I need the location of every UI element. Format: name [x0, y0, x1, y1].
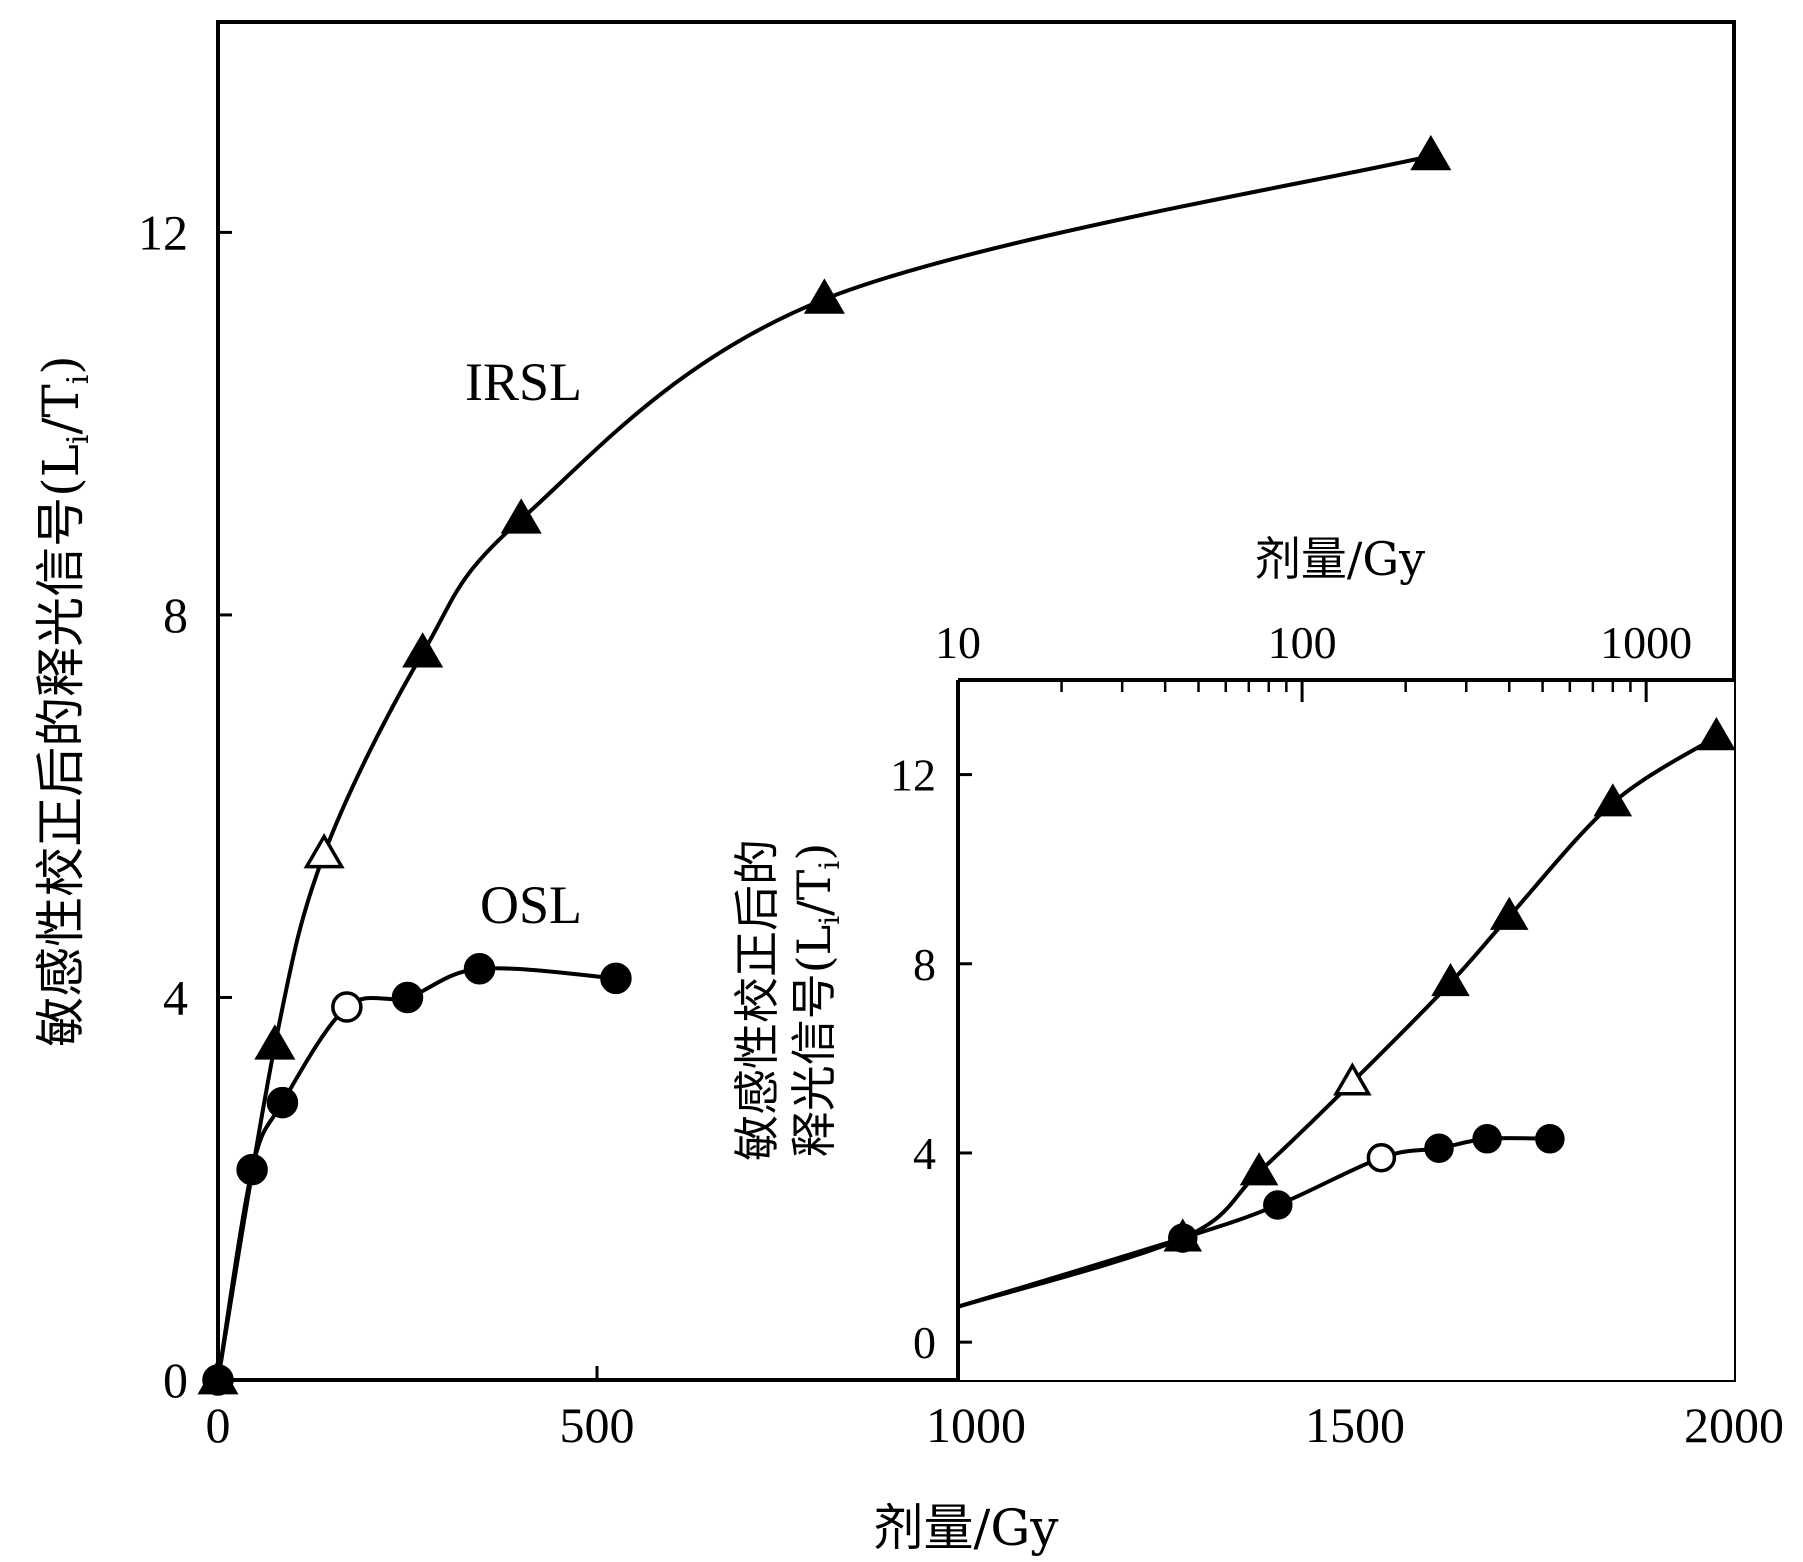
inset-point-osl: [1168, 1223, 1198, 1253]
main-ylabel-end: ): [32, 355, 90, 375]
inset-ylabel-mid: /T: [787, 869, 841, 915]
main-x-tick-label: 2000: [1684, 1397, 1784, 1453]
main-point-irsl: [803, 278, 845, 314]
main-point-irsl: [254, 1024, 296, 1060]
main-point-osl: [331, 991, 363, 1023]
inset-x-tick-label: 1000: [1600, 617, 1692, 668]
inset-plot-background: [958, 680, 1734, 1380]
inset-ylabel-end: ): [787, 843, 841, 861]
main-y-axis-title: 敏感性校正后的释光信号(Li/Ti): [32, 355, 96, 1047]
main-ylabel-sub: i: [61, 435, 96, 445]
inset-point-irsl: [1489, 896, 1529, 930]
inset-point-osl: [1472, 1124, 1502, 1154]
inset-y-tick-label: 4: [913, 1128, 936, 1179]
inset-ylabel-sub2: i: [813, 861, 846, 870]
inset-point-irsl: [1333, 1062, 1372, 1096]
main-point-osl: [391, 981, 424, 1014]
main-y-tick-label: 0: [163, 1352, 188, 1408]
main-point-osl: [266, 1086, 299, 1119]
inset-ylabel-sub: i: [813, 916, 846, 925]
main-x-tick-label: 1000: [926, 1397, 1026, 1453]
main-x-tick-label: 1500: [1305, 1397, 1405, 1453]
inset-point-irsl: [1239, 1152, 1279, 1186]
main-x-tick-label: 0: [206, 1397, 231, 1453]
main-y-tick-label: 4: [163, 969, 188, 1025]
series-label-osl: OSL: [480, 875, 582, 935]
inset-ylabel-text: 释光信号(L: [787, 925, 841, 1158]
inset-x-axis-title: 剂量/Gy: [1255, 532, 1425, 586]
main-point-osl: [202, 1364, 234, 1396]
inset-y-tick-label: 8: [913, 939, 936, 990]
main-point-irsl: [303, 833, 345, 869]
inset-point-osl: [1366, 1142, 1397, 1173]
inset-y-tick-label: 0: [913, 1317, 936, 1368]
inset-y-axis-title-line1: 敏感性校正后的: [730, 839, 784, 1161]
main-point-osl: [463, 953, 496, 985]
inset-markers: [1163, 717, 1736, 1253]
main-y-tick-label: 8: [163, 587, 188, 643]
main-x-axis-title: 剂量/Gy: [873, 1499, 1059, 1557]
inset-point-osl: [1424, 1133, 1454, 1163]
inset-point-osl: [1263, 1190, 1293, 1220]
main-point-osl: [600, 962, 632, 995]
main-y-tick-label: 12: [138, 204, 188, 260]
main-point-irsl: [500, 498, 542, 534]
inset-point-irsl: [1697, 717, 1736, 751]
main-ylabel-mid: /T: [32, 384, 90, 434]
inset-y-tick-label: 12: [890, 750, 936, 801]
inset-point-irsl: [1431, 962, 1470, 997]
inset-ticks: 10 100 1000 0 4 8 12: [890, 617, 1692, 1368]
main-markers: [197, 134, 1452, 1396]
inset-point-irsl: [1593, 783, 1633, 817]
main-x-tick-label: 500: [560, 1397, 635, 1453]
inset-x-tick-label: 10: [935, 617, 981, 668]
main-ylabel-text: 敏感性校正后的释光信号(L: [32, 444, 90, 1047]
main-point-irsl: [402, 632, 444, 668]
inset-y-axis-title-line2: 释光信号(Li/Ti): [787, 843, 846, 1158]
inset-point-osl: [1535, 1124, 1565, 1154]
inset-x-tick-label: 100: [1268, 617, 1337, 668]
series-label-irsl: IRSL: [465, 352, 582, 412]
main-ylabel-sub2: i: [61, 375, 96, 385]
main-point-irsl: [1410, 134, 1452, 171]
main-point-osl: [236, 1153, 268, 1186]
